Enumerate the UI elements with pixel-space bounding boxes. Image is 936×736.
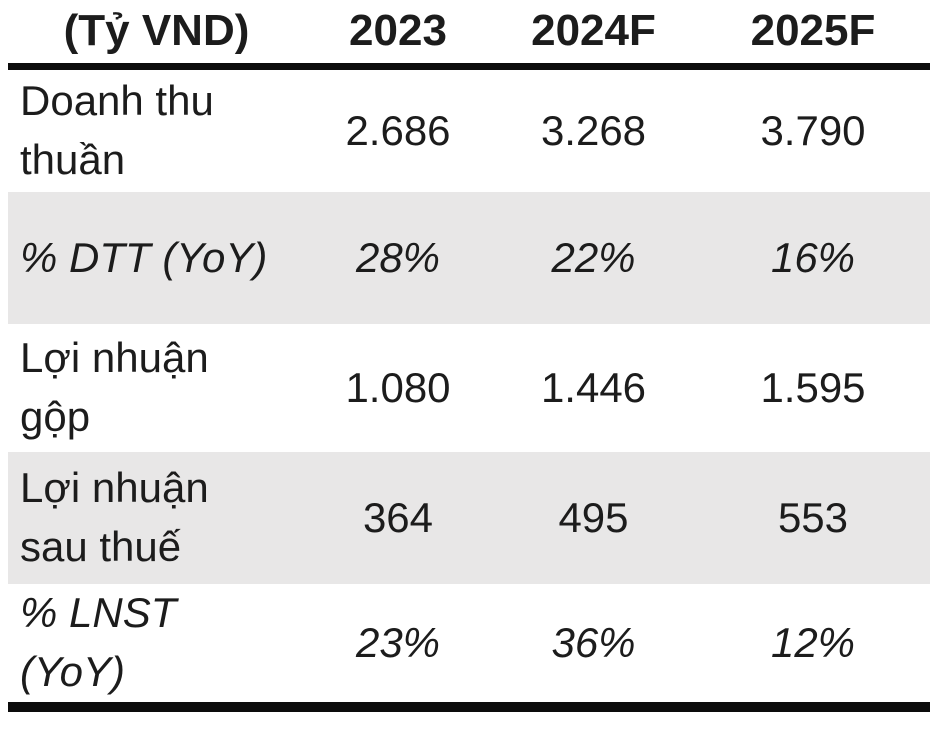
revenue-growth-2025f: 16% <box>770 234 856 281</box>
row-label-net-revenue: Doanh thu thuần <box>20 76 214 183</box>
row-label-revenue-growth: % DTT (YoY) <box>20 233 268 281</box>
table-header-row: (Tỷ VND) 2023 2024F 2025F <box>8 0 930 70</box>
net-profit-2023: 364 <box>362 494 434 541</box>
table-row-revenue-growth: % DTT (YoY) 28% 22% 16% <box>8 192 930 324</box>
gross-profit-2024f: 1.446 <box>540 364 647 411</box>
column-header-2024f: 2024F <box>491 0 696 70</box>
net-profit-growth-2023: 23% <box>355 618 441 666</box>
column-header-2025f: 2025F <box>696 0 930 70</box>
gross-profit-2023: 1.080 <box>345 364 451 411</box>
column-header-unit: (Tỷ VND) <box>8 0 305 70</box>
revenue-growth-2023: 28% <box>355 234 441 281</box>
net-profit-growth-2025f: 12% <box>770 618 856 666</box>
gross-profit-2025f: 1.595 <box>760 364 866 411</box>
net-profit-2025f: 553 <box>777 494 849 541</box>
net-revenue-2023: 2.686 <box>345 106 451 154</box>
table-row-gross-profit: Lợi nhuận gộp 1.080 1.446 1.595 <box>8 324 930 452</box>
financial-forecast-table: (Tỷ VND) 2023 2024F 2025F Doanh thu thuầ… <box>8 0 930 712</box>
net-profit-growth-2024f: 36% <box>551 618 636 666</box>
net-revenue-2024f: 3.268 <box>540 106 647 154</box>
table-row-net-revenue: Doanh thu thuần 2.686 3.268 3.790 <box>8 66 930 192</box>
net-revenue-2025f: 3.790 <box>760 106 866 154</box>
row-label-net-profit: Lợi nhuận sau thuế <box>20 464 209 570</box>
table-row-net-profit-growth: % LNST (YoY) 23% 36% 12% <box>8 584 930 707</box>
revenue-growth-2024f: 22% <box>551 234 636 281</box>
column-header-2023: 2023 <box>305 0 491 70</box>
table-row-net-profit: Lợi nhuận sau thuế 364 495 553 <box>8 452 930 584</box>
net-profit-2024f: 495 <box>558 494 629 541</box>
row-label-net-profit-growth: % LNST (YoY) <box>20 589 177 695</box>
row-label-gross-profit: Lợi nhuận gộp <box>20 334 209 440</box>
